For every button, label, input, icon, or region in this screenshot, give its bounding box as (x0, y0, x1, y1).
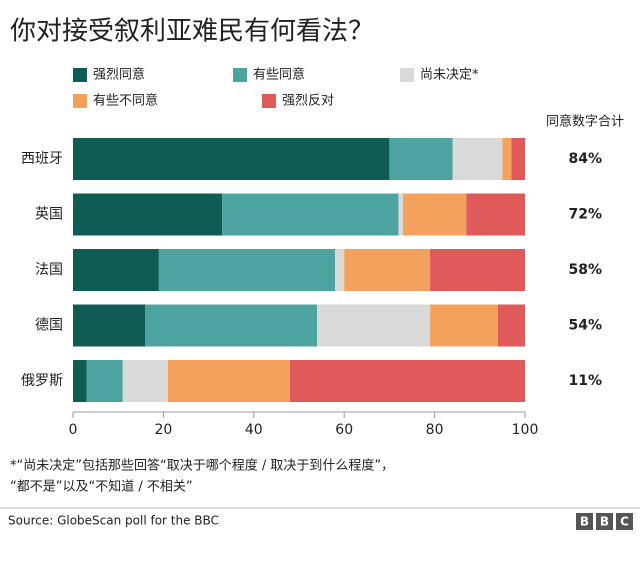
bar-segment (344, 249, 431, 291)
bar-segment (430, 304, 498, 347)
chart-title: 你对接受叙利亚难民有何看法？ (10, 17, 374, 47)
x-tick-label: 60 (335, 422, 353, 438)
x-tick-label: 0 (69, 422, 78, 438)
bar-segment (73, 193, 223, 236)
x-tick-label: 20 (154, 422, 172, 438)
totals-title: 同意数字合计 (546, 114, 624, 130)
legend-label: 强烈同意 (93, 67, 145, 83)
bar-segment (335, 249, 345, 291)
legend-label: 强烈反对 (282, 94, 334, 109)
bar-segment (122, 360, 168, 402)
bar-segment (158, 249, 336, 291)
total-label: 58% (568, 262, 602, 278)
y-tick-label: 西班牙 (21, 151, 63, 167)
bar-segment (402, 193, 467, 236)
bar-segment (167, 360, 290, 402)
total-label: 54% (568, 318, 602, 334)
bar-segment (222, 193, 399, 236)
y-tick-label: 俄罗斯 (21, 373, 63, 389)
bar-segment (389, 138, 453, 180)
bar-segment (289, 360, 525, 402)
total-label: 72% (568, 207, 602, 223)
logo-box (576, 513, 593, 530)
legend-swatch (73, 68, 87, 82)
x-tick-label: 100 (512, 422, 539, 438)
x-tick-label: 40 (245, 422, 263, 438)
source: Source: GlobeScan poll for the BBC (8, 514, 219, 528)
bar-segment (73, 249, 159, 291)
total-label: 84% (568, 151, 602, 167)
y-tick-label: 英国 (35, 206, 63, 223)
bar-segment (317, 304, 431, 347)
logo-box (616, 513, 633, 530)
bar-segment (466, 193, 525, 236)
legend-label: 有些不同意 (93, 93, 158, 109)
y-tick-label: 德国 (35, 318, 63, 334)
bar-segment (398, 193, 403, 236)
logo-letter: B (580, 515, 589, 529)
total-label: 11% (568, 373, 602, 389)
legend-swatch (73, 94, 87, 108)
legend-swatch (400, 68, 414, 82)
legend-label: 尚未决定* (420, 68, 479, 83)
legend-swatch (233, 68, 247, 82)
logo-letter: C (620, 515, 629, 529)
bar-segment (452, 138, 503, 180)
bar-segment (86, 360, 123, 402)
legend-swatch (262, 94, 276, 108)
bar-segment (430, 249, 525, 291)
footnote: *“尚未决定”包括那些回答“取决于哪个程度 / 取决于到什么程度”， (10, 458, 394, 474)
footnote: “都不是”以及“不知道 / 不相关” (10, 479, 193, 495)
logo-letter: B (600, 515, 609, 529)
x-tick-label: 80 (426, 422, 444, 438)
bar-segment (497, 304, 525, 347)
bar-segment (73, 360, 87, 402)
bar-segment (511, 138, 525, 180)
bar-segment (73, 138, 390, 180)
bar-segment (145, 304, 318, 347)
bar-segment (73, 304, 146, 347)
logo-box (596, 513, 613, 530)
bar-segment (502, 138, 512, 180)
y-tick-label: 法国 (35, 262, 63, 278)
legend-label: 有些同意 (253, 67, 305, 83)
